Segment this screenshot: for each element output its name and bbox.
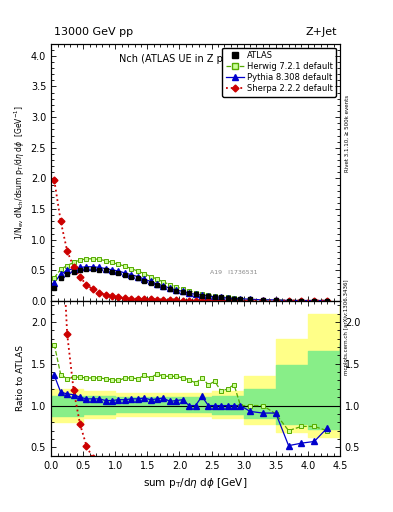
Text: Rivet 3.1.10, ≥ 500k events: Rivet 3.1.10, ≥ 500k events (344, 95, 349, 172)
Text: Z+Jet: Z+Jet (305, 27, 337, 37)
Y-axis label: Ratio to ATLAS: Ratio to ATLAS (16, 346, 25, 412)
Text: A19   I1736531: A19 I1736531 (210, 270, 257, 275)
Y-axis label: 1/N$_{\rm ev}$ dN$_{\rm ch}$/dsum p$_{\rm T}$/d$\eta$ d$\phi$  [GeV$^{-1}$]: 1/N$_{\rm ev}$ dN$_{\rm ch}$/dsum p$_{\r… (12, 105, 27, 240)
Text: 13000 GeV pp: 13000 GeV pp (54, 27, 133, 37)
X-axis label: sum p$_{\rm T}$/d$\eta$ d$\phi$ [GeV]: sum p$_{\rm T}$/d$\eta$ d$\phi$ [GeV] (143, 476, 248, 490)
Text: mcplots.cern.ch [arXiv:1306.3436]: mcplots.cern.ch [arXiv:1306.3436] (344, 280, 349, 375)
Legend: ATLAS, Herwig 7.2.1 default, Pythia 8.308 default, Sherpa 2.2.2 default: ATLAS, Herwig 7.2.1 default, Pythia 8.30… (222, 48, 336, 97)
Text: Nch (ATLAS UE in Z production): Nch (ATLAS UE in Z production) (119, 54, 272, 64)
